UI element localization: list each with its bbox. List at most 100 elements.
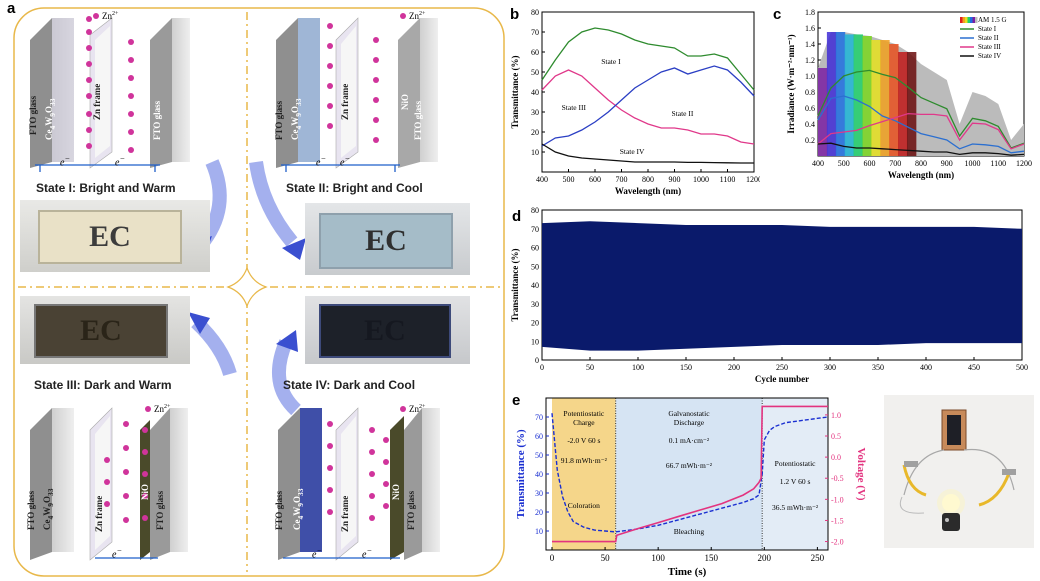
device-state-3 [30,407,188,561]
legend-label: State II [978,34,999,42]
series-state-iv [817,142,1025,156]
x-tick-label: 100 [651,553,665,563]
x-tick-label: 700 [889,159,901,168]
chart-c: 400 500 600 700 800 900 1000 1100 1200 0.2 0.4 0.6 0… [786,8,1032,180]
series-state-iii [541,65,755,147]
zn-frame-label-1: Zn frame [92,83,102,120]
panel-d-label: d [512,208,522,225]
y-tick-label: 1.6 [805,24,815,33]
y-tick-label: 40 [531,88,539,97]
x-tick-label: 400 [920,363,932,372]
y-right-tick-label: -0.5 [831,474,844,483]
y-tick-label: 50 [531,262,539,271]
state-4-caption: State IV: Dark and Cool [283,378,416,392]
ec-text-1: EC [38,210,182,264]
spectrum-band [906,52,917,156]
y-right-tick-label: -1.5 [831,516,844,525]
ec-text-3: EC [34,304,168,358]
legend-label: State III [978,43,1001,51]
region-label: 36.5 mWh·m⁻² [772,503,819,512]
ec-text-4: EC [319,304,451,358]
x-axis-label: Cycle number [755,374,809,384]
y-left-tick-label: 20 [535,508,543,517]
y-tick-label: 60 [531,244,539,253]
electron-label-1b: e− [115,154,126,169]
fto-label-2r: FTO glass [413,100,423,140]
zn-frame-label-3: Zn frame [94,495,104,532]
x-tick-label: 400 [812,159,824,168]
series-state-ii [541,69,755,145]
fto-label-2l: FTO glass [274,100,284,140]
series-voltage [552,405,828,543]
legend-swatch-am15g [960,17,963,23]
fto-label-4l: FTO glass [274,490,284,530]
y-tick-label: 20 [531,319,539,328]
device-state-1 [30,17,190,172]
region-label: Bleaching [674,527,705,536]
spectrum-band [889,44,899,156]
region-label: Potentiostatic [775,459,817,468]
cewo-label-4: Ce4W9O33 [292,488,305,530]
x-tick-label: 500 [563,175,575,184]
fto-label-1r: FTO glass [152,100,162,140]
y-right-tick-label: 0.0 [831,453,841,462]
series-label: State I [601,57,621,66]
y-right-tick-label: 1.0 [831,411,841,420]
y-tick-label: 70 [531,28,539,37]
region-label: Discharge [674,418,705,427]
cewo-label-3: Ce4W9O33 [42,488,55,530]
y-left-tick-label: 30 [535,489,543,498]
y-axis-label: Transmittance (%) [510,55,520,128]
x-axis-label: Time (s) [668,566,707,578]
x-tick-label: 1000 [965,159,981,168]
x-tick-label: 200 [758,553,772,563]
nio-label-3: NiO [140,483,150,500]
region-label: 0.1 mA·cm⁻² [669,436,710,445]
x-tick-label: 450 [968,363,980,372]
region-label: -2.0 V 60 s [567,436,600,445]
x-tick-label: 1100 [720,175,736,184]
series-state-iv [541,143,754,164]
fto-label-4r: FTO glass [406,490,416,530]
y-left-axis-label: Transmittance (%) [515,429,527,519]
ec-photo-state-1: EC [20,200,210,272]
y-tick-label: 80 [531,206,539,215]
x-tick-label: 500 [838,159,850,168]
x-tick-label: 150 [680,363,692,372]
x-tick-label: 1200 [1016,159,1032,168]
spectrum-band [853,34,863,156]
legend-swatch-am15g [970,17,973,23]
x-tick-label: 100 [632,363,644,372]
region-bg [762,398,828,550]
y-tick-label: 60 [531,48,539,57]
x-tick-label: 900 [941,159,953,168]
cewo-label-1: Ce4W9O33 [44,98,57,140]
spectrum-band [826,32,837,156]
spectrum-band [835,32,846,156]
x-tick-label: 900 [669,175,681,184]
zn-ion-legend-3: Zn2+ [145,404,170,414]
spectrum-band [862,36,872,156]
y-axis-label: Transmittance (%) [510,248,520,321]
zn-ion-legend-1: Zn2+ [93,11,118,21]
x-tick-label: 50 [586,363,594,372]
panel-e-label: e [512,392,521,409]
spectrum-band [898,52,908,156]
y-tick-label: 20 [531,128,539,137]
device-photo-f [884,395,1034,548]
y-left-tick-label: 10 [535,527,543,536]
y-left-tick-label: 70 [535,413,543,422]
y-tick-label: 70 [531,225,539,234]
nio-label-2: NiO [400,93,410,110]
zn-ions-3 [104,421,148,523]
nio-label-4: NiO [391,483,401,500]
legend-swatch-am15g [975,17,978,23]
cewo-label-2: Ce4W9O33 [290,98,303,140]
series-state-iii [817,112,1025,150]
y-tick-label: 50 [531,68,539,77]
x-tick-label: 1100 [990,159,1006,168]
region-label: Charge [573,418,595,427]
zn-frame-label-4: Zn frame [340,495,350,532]
x-tick-label: 150 [704,553,718,563]
region-bg [615,398,763,550]
